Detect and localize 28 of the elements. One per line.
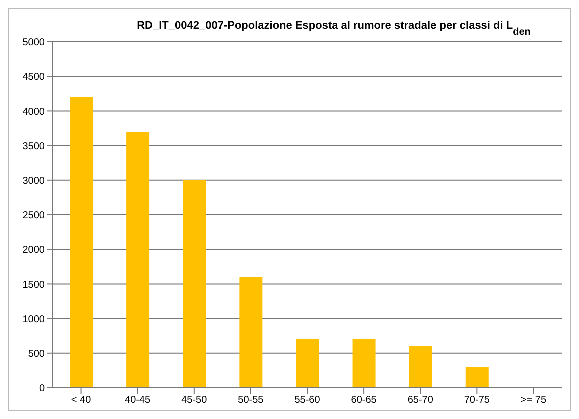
y-tick-label: 3000 — [22, 176, 46, 187]
bar — [126, 132, 150, 388]
y-tick-label: 1500 — [22, 280, 46, 291]
y-tick-label: 3500 — [22, 141, 46, 152]
x-tick-label: 45-50 — [182, 395, 208, 406]
bar — [70, 97, 93, 388]
y-tick-label: 4500 — [22, 72, 46, 84]
x-tick-label: 50-55 — [238, 395, 264, 406]
y-tick-label: 500 — [28, 348, 46, 360]
y-tick-label: 1000 — [22, 314, 46, 326]
y-tick-label: 0 — [39, 384, 46, 395]
y-tick-label: 2000 — [22, 245, 46, 256]
bar — [352, 340, 376, 388]
y-tick-label: 4000 — [22, 106, 46, 118]
y-tick-label: 2500 — [22, 210, 46, 222]
x-tick-label: 40-45 — [125, 395, 152, 406]
y-tick-label: 5000 — [22, 38, 46, 49]
x-tick-label: >= 75 — [520, 395, 547, 406]
x-tick-label: 55-60 — [294, 395, 321, 406]
bar — [409, 346, 432, 388]
x-tick-label: 65-70 — [408, 395, 434, 406]
bar — [296, 340, 320, 388]
bar — [466, 367, 489, 388]
x-tick-label: 70-75 — [464, 395, 490, 406]
x-tick-label: 60-65 — [351, 395, 378, 406]
bar — [240, 277, 263, 388]
x-tick-label: < 40 — [71, 395, 92, 406]
bar — [183, 180, 206, 388]
